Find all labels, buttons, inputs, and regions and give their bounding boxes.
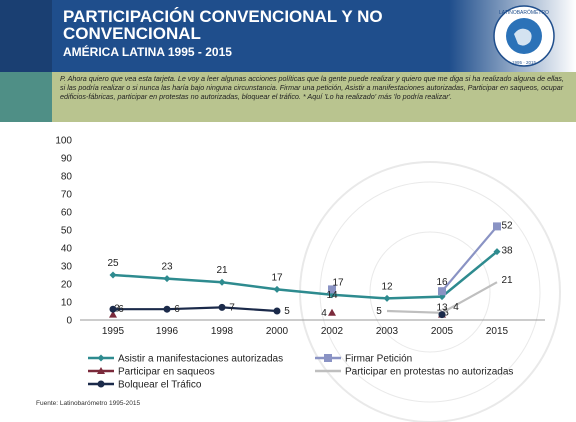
data-point	[438, 287, 446, 296]
y-tick-label: 90	[61, 154, 73, 165]
data-point	[109, 310, 117, 318]
question-accent	[0, 72, 52, 122]
data-point	[383, 294, 391, 302]
data-label: 13	[436, 303, 448, 314]
series-line	[112, 250, 498, 300]
legend-label: Asistir a manifestaciones autorizadas	[118, 354, 283, 365]
logo-text: LATINOBARÓMETRO	[499, 9, 549, 16]
y-tick-label: 30	[61, 262, 73, 273]
x-tick-label: 2002	[321, 326, 344, 337]
data-label: 6	[118, 304, 124, 315]
data-point	[218, 303, 226, 311]
data-point	[328, 291, 336, 299]
x-tick-label: 2005	[431, 326, 454, 337]
page-subtitle: AMÉRICA LATINA 1995 - 2015	[63, 45, 232, 59]
data-point	[328, 308, 336, 316]
series-line	[113, 306, 278, 313]
data-point	[273, 307, 281, 315]
legend-label: Bolquear el Tráfico	[118, 380, 202, 391]
header-banner	[0, 0, 576, 72]
data-point	[109, 271, 117, 279]
y-tick-label: 60	[61, 208, 73, 219]
data-label: 3	[443, 308, 449, 319]
question-box	[52, 72, 576, 122]
y-tick-label: 80	[61, 172, 73, 183]
x-tick-label: 1996	[156, 326, 179, 337]
logo-years: 1995 · 2015	[512, 60, 537, 65]
data-label: 52	[501, 220, 513, 231]
y-tick-label: 10	[61, 298, 73, 309]
legend-label: Participar en protestas no autorizadas	[345, 367, 513, 378]
y-tick-label: 70	[61, 190, 73, 201]
data-point	[163, 305, 171, 313]
data-point	[163, 275, 171, 283]
latinobarometro-logo: LATINOBARÓMETRO 1995 · 2015	[493, 5, 555, 67]
page-title-line2: CONVENCIONAL	[63, 24, 201, 43]
x-tick-label: 2003	[376, 326, 399, 337]
legend-label: Firmar Petición	[345, 354, 412, 365]
legend-marker	[97, 354, 105, 362]
y-tick-label: 20	[61, 280, 73, 291]
header-left-bar	[0, 0, 52, 72]
y-tick-label: 0	[66, 316, 72, 327]
data-label: 4	[321, 308, 327, 319]
y-tick-label: 50	[61, 226, 73, 237]
data-point	[493, 222, 501, 231]
data-label: 12	[381, 281, 393, 292]
x-tick-label: 1995	[102, 326, 125, 337]
data-label: 21	[216, 265, 228, 276]
x-tick-label: 2000	[266, 326, 289, 337]
data-label: 7	[229, 302, 235, 313]
data-label: 21	[501, 275, 513, 286]
line-chart: 0 10 20 30 40 50 60 70 80 90 100 1995 1996 1998 2000 20…	[55, 136, 561, 422]
data-label: 17	[332, 277, 344, 288]
data-point	[218, 278, 226, 286]
y-tick-label: 100	[55, 136, 72, 147]
data-label: 5	[376, 306, 382, 317]
legend-marker	[97, 380, 105, 388]
data-label: 23	[161, 262, 173, 273]
source-note: Fuente: Latinobarómetro 1995-2015	[36, 400, 141, 407]
y-tick-label: 40	[61, 244, 73, 255]
x-tick-label: 1998	[211, 326, 234, 337]
legend-marker	[324, 354, 332, 362]
data-label: 25	[107, 258, 119, 269]
data-point	[438, 311, 446, 319]
data-label: 17	[271, 272, 283, 283]
data-label: 14	[326, 290, 338, 301]
legend-marker	[97, 367, 105, 374]
data-label: 6	[174, 304, 180, 315]
question-text: P. Ahora quiero que vea esta tarjeta. Le…	[60, 74, 564, 101]
data-point	[493, 248, 501, 256]
data-label: 4	[453, 302, 459, 313]
data-label: 16	[436, 277, 448, 288]
data-point	[328, 285, 336, 294]
data-label: 5	[284, 306, 290, 317]
page-title-line1: PARTICIPACIÓN CONVENCIONAL Y NO	[63, 7, 383, 26]
data-point	[109, 305, 117, 313]
series-line	[441, 225, 498, 292]
data-point	[273, 285, 281, 293]
legend-label: Participar en saqueos	[118, 367, 215, 378]
watermark	[299, 161, 561, 422]
x-tick-label: 2015	[486, 326, 509, 337]
data-label: 38	[501, 246, 513, 257]
